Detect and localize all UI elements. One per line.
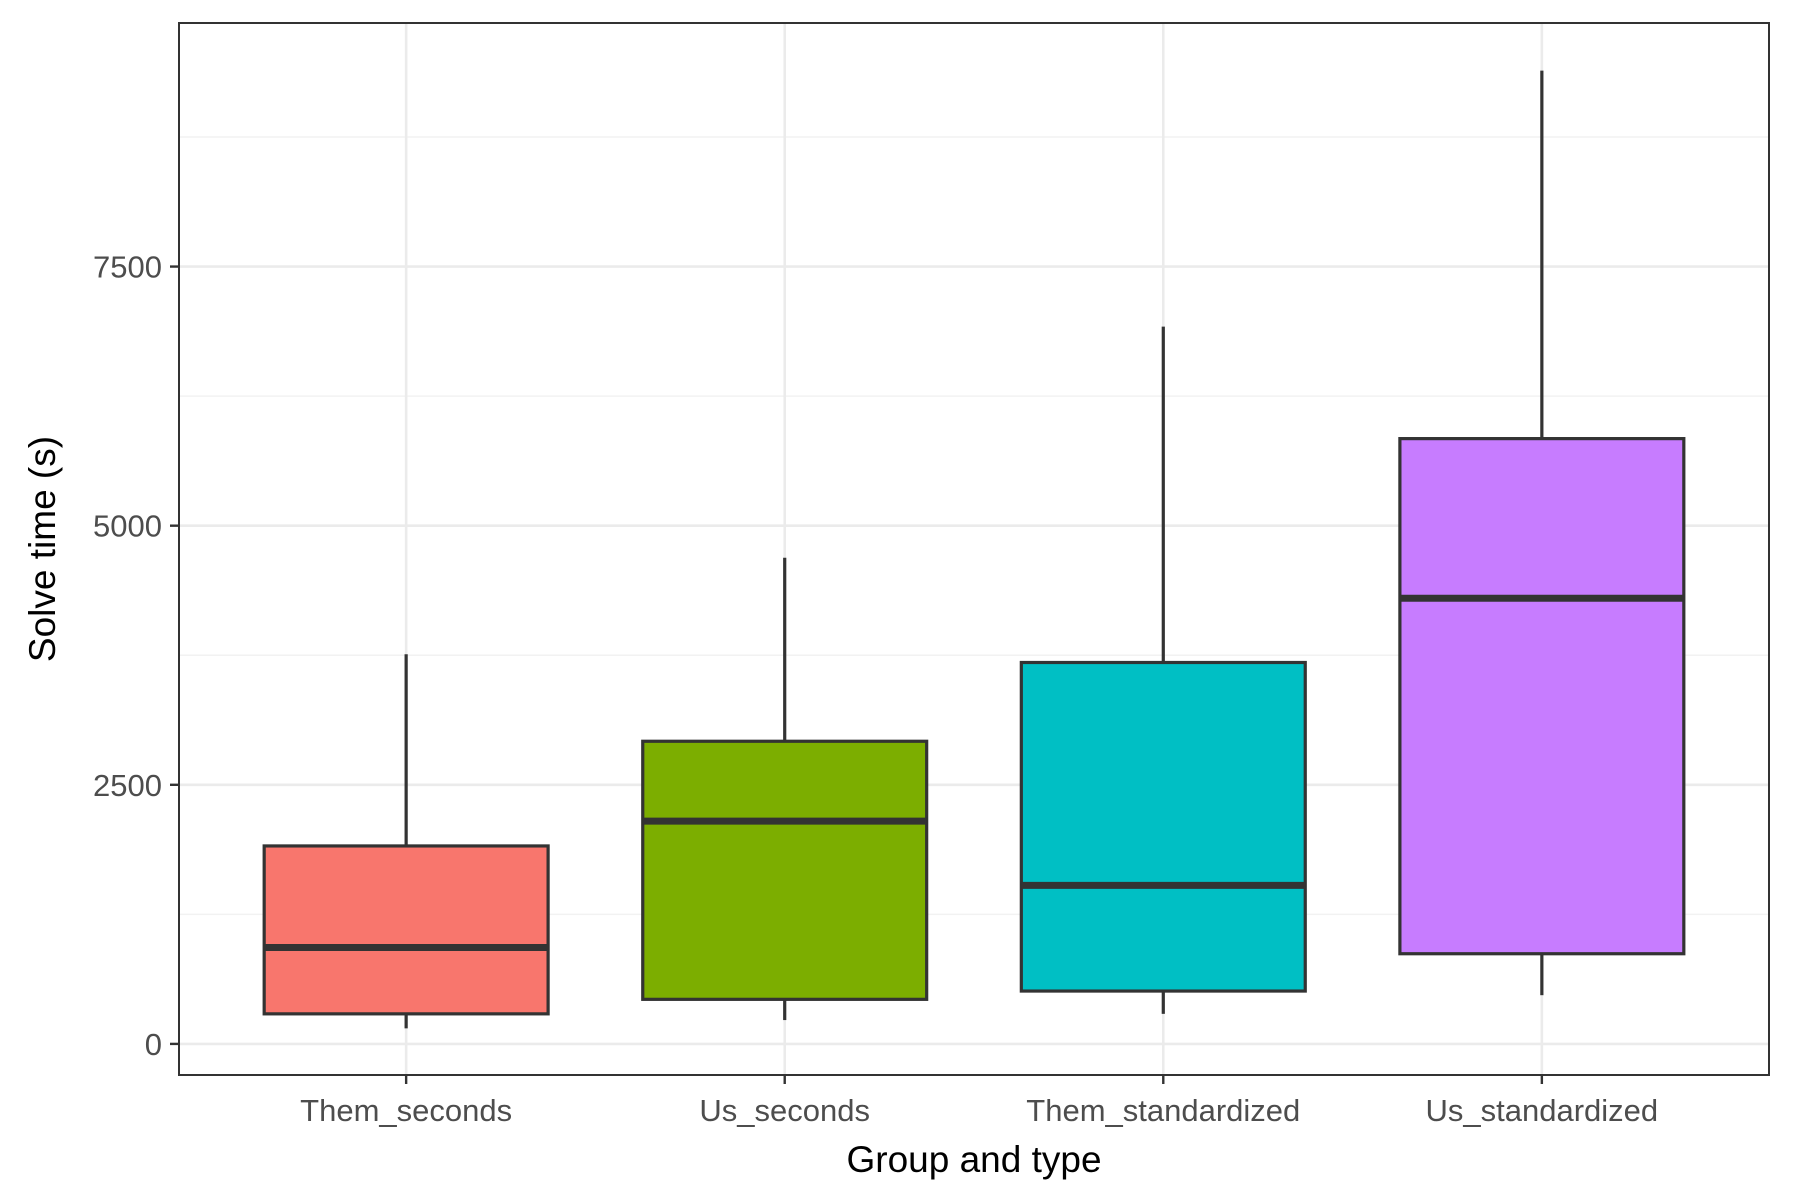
x-tick-label: Us_seconds: [699, 1093, 870, 1128]
x-axis-title: Group and type: [846, 1139, 1101, 1180]
y-tick-label: 7500: [93, 250, 162, 285]
box-body: [1019, 660, 1307, 993]
x-tick-label: Them_standardized: [1026, 1093, 1300, 1128]
box-Us_standardized: [1398, 70, 1686, 996]
y-tick-label: 2500: [93, 768, 162, 803]
box-Us_seconds: [641, 557, 929, 1021]
boxes: [262, 70, 1686, 1029]
box-body: [641, 739, 929, 1001]
x-tick-label: Us_standardized: [1426, 1093, 1659, 1128]
box-body: [262, 844, 550, 1016]
y-tick-label: 5000: [93, 509, 162, 544]
x-axis: Them_seconds Us_seconds Them_standardized U…: [300, 1075, 1658, 1128]
box-Them_seconds: [262, 654, 550, 1029]
y-tick-label: 0: [145, 1027, 162, 1062]
x-tick-label: Them_seconds: [300, 1093, 512, 1128]
box-Them_standardized: [1019, 326, 1307, 1014]
box-body: [1398, 437, 1686, 956]
y-axis-title: Solve time (s): [22, 436, 63, 662]
plot-panel-border: [178, 22, 1770, 1076]
y-axis: 0 2500 5000 7500: [93, 250, 179, 1062]
